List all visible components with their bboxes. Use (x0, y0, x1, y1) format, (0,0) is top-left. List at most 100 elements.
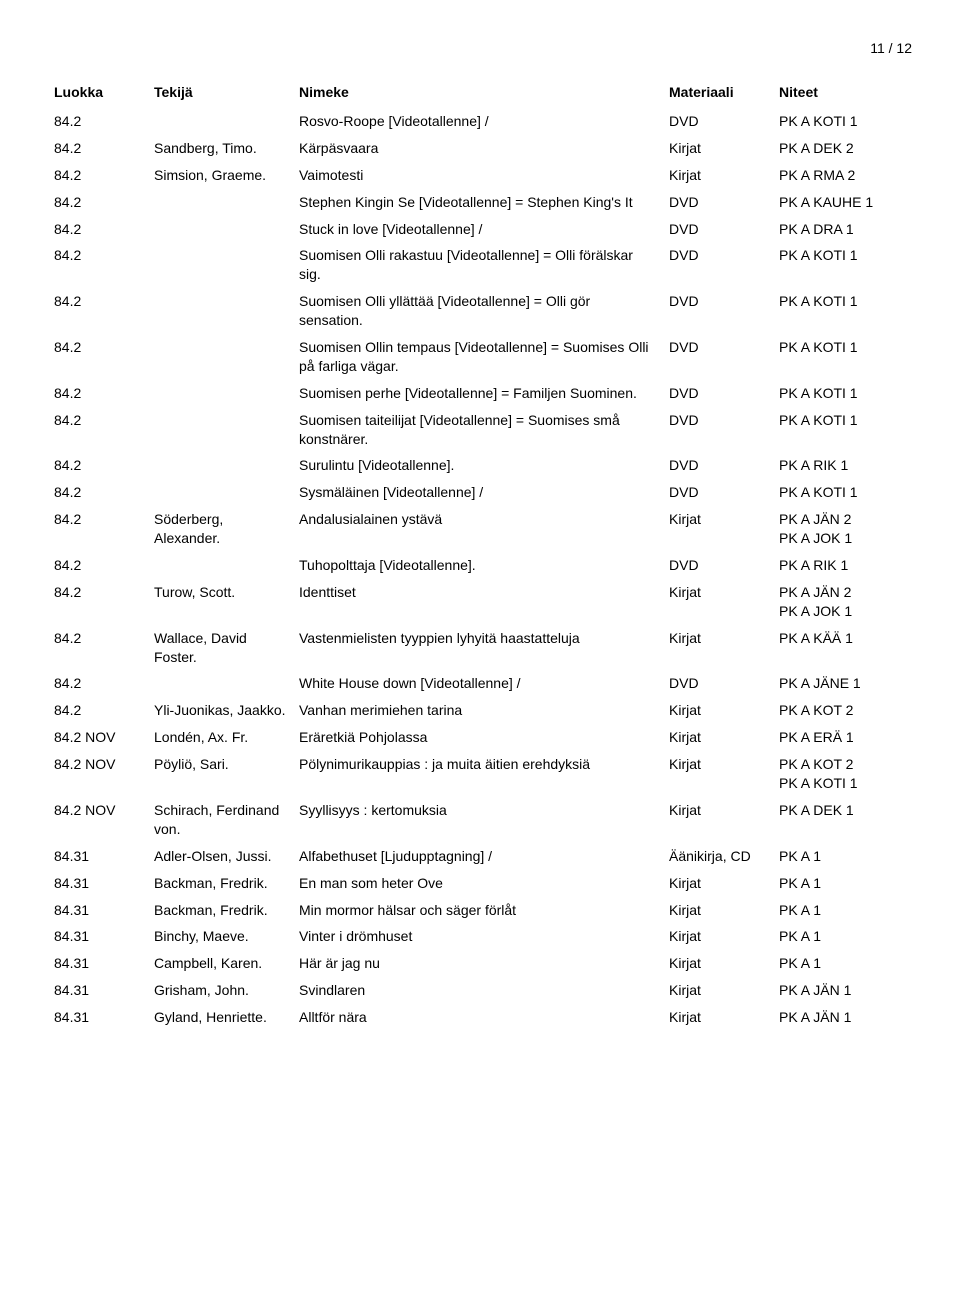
cell-materiaali: DVD (663, 452, 773, 479)
cell-niteet: PK A KOTI 1 (773, 380, 918, 407)
table-row: 84.2 NOVPöyliö, Sari.Pölynimurikauppias … (48, 751, 918, 797)
cell-niteet: PK A KOTI 1 (773, 407, 918, 453)
cell-materiaali: DVD (663, 479, 773, 506)
cell-tekija: Wallace, David Foster. (148, 625, 293, 671)
col-tekija: Tekijä (148, 80, 293, 108)
cell-niteet: PK A KOT 2PK A KOTI 1 (773, 751, 918, 797)
table-row: 84.2Söderberg, Alexander.Andalusialainen… (48, 506, 918, 552)
cell-niteet: PK A DEK 2 (773, 135, 918, 162)
cell-niteet: PK A RIK 1 (773, 452, 918, 479)
cell-materiaali: Kirjat (663, 579, 773, 625)
cell-tekija: Backman, Fredrik. (148, 897, 293, 924)
table-row: 84.2 Suomisen taiteilijat [Videotallenne]… (48, 407, 918, 453)
cell-tekija (148, 552, 293, 579)
cell-luokka: 84.2 (48, 216, 148, 243)
cell-niteet: PK A ERÄ 1 (773, 724, 918, 751)
cell-nimeke: Stephen Kingin Se [Videotallenne] = Step… (293, 189, 663, 216)
cell-tekija: Schirach, Ferdinand von. (148, 797, 293, 843)
cell-materiaali: Kirjat (663, 977, 773, 1004)
table-row: 84.2Surulintu [Videotallenne].DVDPK A RI… (48, 452, 918, 479)
cell-luokka: 84.2 (48, 108, 148, 135)
cell-tekija: Turow, Scott. (148, 579, 293, 625)
cell-tekija: Adler-Olsen, Jussi. (148, 843, 293, 870)
table-row: 84.2 NOVLondén, Ax. Fr.Eräretkiä Pohjola… (48, 724, 918, 751)
cell-materiaali: Kirjat (663, 724, 773, 751)
cell-nimeke: Stuck in love [Videotallenne] / (293, 216, 663, 243)
table-row: 84.2Stuck in love [Videotallenne] /DVDPK… (48, 216, 918, 243)
cell-tekija (148, 479, 293, 506)
cell-tekija: Gyland, Henriette. (148, 1004, 293, 1031)
cell-tekija (148, 670, 293, 697)
cell-tekija (148, 407, 293, 453)
cell-materiaali: DVD (663, 380, 773, 407)
table-row: 84.31Adler-Olsen, Jussi.Alfabethuset [Lj… (48, 843, 918, 870)
cell-niteet: PK A 1 (773, 870, 918, 897)
catalog-table: Luokka Tekijä Nimeke Materiaali Niteet 8… (48, 80, 918, 1031)
cell-nimeke: Suomisen Ollin tempaus [Videotallenne] =… (293, 334, 663, 380)
cell-luokka: 84.2 (48, 506, 148, 552)
table-row: 84.2Suomisen perhe [Videotallenne] = Fam… (48, 380, 918, 407)
cell-nimeke: Suomisen perhe [Videotallenne] = Familje… (293, 380, 663, 407)
cell-niteet: PK A 1 (773, 950, 918, 977)
table-row: 84.2 Stephen Kingin Se [Videotallenne] = … (48, 189, 918, 216)
cell-materiaali: Kirjat (663, 897, 773, 924)
table-row: 84.2White House down [Videotallenne] /DV… (48, 670, 918, 697)
cell-niteet: PK A KAUHE 1 (773, 189, 918, 216)
col-nimeke: Nimeke (293, 80, 663, 108)
cell-tekija (148, 452, 293, 479)
table-row: 84.2Wallace, David Foster.Vastenmieliste… (48, 625, 918, 671)
cell-niteet: PK A DRA 1 (773, 216, 918, 243)
cell-tekija (148, 108, 293, 135)
cell-tekija: Binchy, Maeve. (148, 923, 293, 950)
cell-luokka: 84.2 NOV (48, 724, 148, 751)
cell-tekija (148, 380, 293, 407)
cell-tekija: Grisham, John. (148, 977, 293, 1004)
cell-materiaali: Kirjat (663, 135, 773, 162)
cell-luokka: 84.31 (48, 950, 148, 977)
cell-niteet: PK A JÄN 2PK A JOK 1 (773, 579, 918, 625)
cell-niteet: PK A JÄN 1 (773, 1004, 918, 1031)
cell-nimeke: Alltför nära (293, 1004, 663, 1031)
table-row: 84.2Rosvo-Roope [Videotallenne] /DVDPK A… (48, 108, 918, 135)
cell-materiaali: Kirjat (663, 1004, 773, 1031)
cell-luokka: 84.31 (48, 923, 148, 950)
cell-tekija: Campbell, Karen. (148, 950, 293, 977)
cell-nimeke: Vastenmielisten tyyppien lyhyitä haastat… (293, 625, 663, 671)
cell-tekija (148, 334, 293, 380)
cell-materiaali: Kirjat (663, 870, 773, 897)
table-header-row: Luokka Tekijä Nimeke Materiaali Niteet (48, 80, 918, 108)
cell-luokka: 84.31 (48, 843, 148, 870)
cell-tekija: Backman, Fredrik. (148, 870, 293, 897)
cell-luokka: 84.2 (48, 407, 148, 453)
cell-nimeke: Andalusialainen ystävä (293, 506, 663, 552)
cell-niteet: PK A RMA 2 (773, 162, 918, 189)
cell-niteet: PK A KOTI 1 (773, 242, 918, 288)
cell-luokka: 84.2 (48, 670, 148, 697)
cell-materiaali: Kirjat (663, 162, 773, 189)
cell-materiaali: Kirjat (663, 697, 773, 724)
table-row: 84.2Sandberg, Timo.KärpäsvaaraKirjatPK A… (48, 135, 918, 162)
cell-nimeke: Surulintu [Videotallenne]. (293, 452, 663, 479)
table-row: 84.31Backman, Fredrik.En man som heter O… (48, 870, 918, 897)
cell-luokka: 84.2 (48, 189, 148, 216)
cell-luokka: 84.2 NOV (48, 751, 148, 797)
table-row: 84.31Gyland, Henriette.Alltför näraKirja… (48, 1004, 918, 1031)
cell-nimeke: Suomisen taiteilijat [Videotallenne] = S… (293, 407, 663, 453)
cell-materiaali: Äänikirja, CD (663, 843, 773, 870)
cell-tekija (148, 216, 293, 243)
cell-niteet: PK A KOTI 1 (773, 479, 918, 506)
cell-tekija (148, 189, 293, 216)
cell-tekija: Pöyliö, Sari. (148, 751, 293, 797)
col-niteet: Niteet (773, 80, 918, 108)
cell-nimeke: Sysmäläinen [Videotallenne] / (293, 479, 663, 506)
cell-luokka: 84.2 (48, 334, 148, 380)
cell-nimeke: Pölynimurikauppias : ja muita äitien ere… (293, 751, 663, 797)
table-row: 84.2 NOVSchirach, Ferdinand von.Syyllisy… (48, 797, 918, 843)
cell-niteet: PK A KOTI 1 (773, 334, 918, 380)
cell-nimeke: Identtiset (293, 579, 663, 625)
cell-materiaali: DVD (663, 334, 773, 380)
cell-niteet: PK A JÄNE 1 (773, 670, 918, 697)
cell-materiaali: DVD (663, 288, 773, 334)
cell-niteet: PK A KOT 2 (773, 697, 918, 724)
table-row: 84.2Suomisen Olli yllättää [Videotallenn… (48, 288, 918, 334)
